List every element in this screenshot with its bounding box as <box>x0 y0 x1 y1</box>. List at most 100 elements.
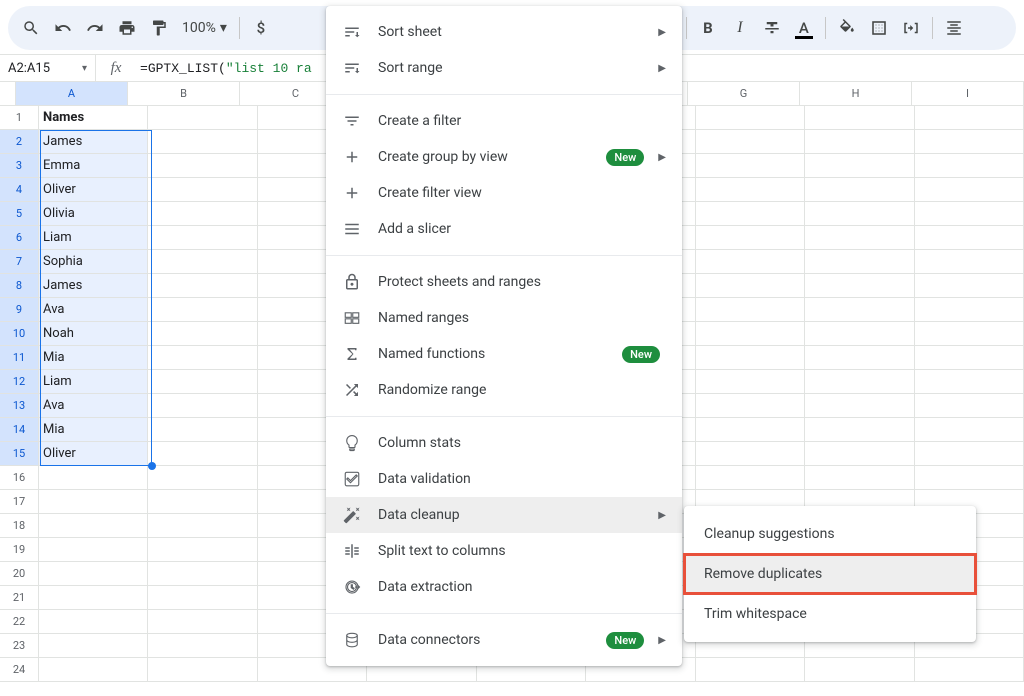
cell[interactable] <box>148 490 257 514</box>
cell[interactable] <box>915 106 1024 130</box>
cell[interactable] <box>696 658 805 682</box>
menu-item-sort-sheet[interactable]: Sort sheet▶ <box>326 14 682 50</box>
cell[interactable]: Sophia <box>39 250 148 274</box>
row-header[interactable]: 13 <box>0 394 39 418</box>
cell[interactable] <box>39 610 148 634</box>
cell[interactable] <box>148 226 257 250</box>
cell[interactable]: Noah <box>39 322 148 346</box>
cell[interactable]: Names <box>39 106 148 130</box>
cell[interactable] <box>148 538 257 562</box>
row-header[interactable]: 19 <box>0 538 39 562</box>
cell[interactable] <box>148 178 257 202</box>
row-header[interactable]: 1 <box>0 106 39 130</box>
row-header[interactable]: 14 <box>0 418 39 442</box>
cell[interactable] <box>148 658 257 682</box>
row-header[interactable]: 17 <box>0 490 39 514</box>
select-all-corner[interactable] <box>0 82 16 106</box>
search-icon[interactable] <box>16 13 46 43</box>
cell[interactable]: Ava <box>39 298 148 322</box>
column-header[interactable]: H <box>800 82 912 106</box>
cell[interactable] <box>805 418 914 442</box>
menu-item-column-stats[interactable]: Column stats <box>326 425 682 461</box>
cell[interactable] <box>696 370 805 394</box>
cell[interactable]: Oliver <box>39 442 148 466</box>
cell[interactable]: Mia <box>39 418 148 442</box>
cell[interactable] <box>915 394 1024 418</box>
cell[interactable] <box>696 226 805 250</box>
cell[interactable] <box>805 202 914 226</box>
paint-format-icon[interactable] <box>144 13 174 43</box>
cell[interactable]: James <box>39 130 148 154</box>
cell[interactable]: Liam <box>39 226 148 250</box>
italic-button[interactable]: I <box>725 13 755 43</box>
cell[interactable] <box>148 370 257 394</box>
cell[interactable] <box>915 178 1024 202</box>
cell[interactable] <box>805 274 914 298</box>
row-header[interactable]: 16 <box>0 466 39 490</box>
cell[interactable] <box>696 346 805 370</box>
cell[interactable] <box>805 322 914 346</box>
row-header[interactable]: 6 <box>0 226 39 250</box>
row-header[interactable]: 8 <box>0 274 39 298</box>
fill-color-button[interactable] <box>832 13 862 43</box>
cell[interactable] <box>39 466 148 490</box>
submenu-item-trim-whitespace[interactable]: Trim whitespace <box>684 594 976 634</box>
column-header[interactable]: I <box>912 82 1024 106</box>
cell[interactable] <box>696 178 805 202</box>
cell[interactable] <box>148 322 257 346</box>
cell[interactable] <box>805 250 914 274</box>
cell[interactable] <box>696 154 805 178</box>
submenu-item-cleanup-suggestions[interactable]: Cleanup suggestions <box>684 514 976 554</box>
column-header[interactable]: B <box>128 82 240 106</box>
column-header[interactable]: G <box>688 82 800 106</box>
cell[interactable] <box>148 610 257 634</box>
cell[interactable] <box>805 658 914 682</box>
cell[interactable] <box>696 442 805 466</box>
menu-item-named-ranges[interactable]: Named ranges <box>326 300 682 336</box>
cell[interactable] <box>805 130 914 154</box>
cell[interactable] <box>915 274 1024 298</box>
cell[interactable] <box>696 130 805 154</box>
row-header[interactable]: 23 <box>0 634 39 658</box>
cell[interactable] <box>696 106 805 130</box>
currency-icon[interactable]: $ <box>246 13 276 43</box>
cell[interactable]: Liam <box>39 370 148 394</box>
borders-button[interactable] <box>864 13 894 43</box>
cell[interactable]: Mia <box>39 346 148 370</box>
row-header[interactable]: 22 <box>0 610 39 634</box>
cell[interactable] <box>915 226 1024 250</box>
menu-item-create-group-by-view[interactable]: Create group by viewNew▶ <box>326 139 682 175</box>
row-header[interactable]: 12 <box>0 370 39 394</box>
cell[interactable] <box>696 250 805 274</box>
cell[interactable]: Oliver <box>39 178 148 202</box>
cell[interactable] <box>805 106 914 130</box>
menu-item-data-validation[interactable]: Data validation <box>326 461 682 497</box>
cell[interactable] <box>148 106 257 130</box>
cell[interactable] <box>39 562 148 586</box>
cell[interactable] <box>915 442 1024 466</box>
cell[interactable] <box>39 586 148 610</box>
cell[interactable] <box>805 226 914 250</box>
menu-item-protect-sheets-and-ranges[interactable]: Protect sheets and ranges <box>326 264 682 300</box>
submenu-item-remove-duplicates[interactable]: Remove duplicates <box>684 554 976 594</box>
row-header[interactable]: 7 <box>0 250 39 274</box>
cell[interactable] <box>148 202 257 226</box>
row-header[interactable]: 24 <box>0 658 39 682</box>
cell[interactable]: Ava <box>39 394 148 418</box>
cell[interactable] <box>148 442 257 466</box>
menu-item-create-a-filter[interactable]: Create a filter <box>326 103 682 139</box>
cell[interactable] <box>39 634 148 658</box>
undo-icon[interactable] <box>48 13 78 43</box>
cell[interactable] <box>915 418 1024 442</box>
cell[interactable] <box>148 634 257 658</box>
cell[interactable] <box>805 466 914 490</box>
cell[interactable] <box>148 586 257 610</box>
cell[interactable]: James <box>39 274 148 298</box>
cell[interactable] <box>915 658 1024 682</box>
row-header[interactable]: 21 <box>0 586 39 610</box>
cell[interactable] <box>915 346 1024 370</box>
cell[interactable] <box>805 442 914 466</box>
redo-icon[interactable] <box>80 13 110 43</box>
row-header[interactable]: 9 <box>0 298 39 322</box>
row-header[interactable]: 15 <box>0 442 39 466</box>
